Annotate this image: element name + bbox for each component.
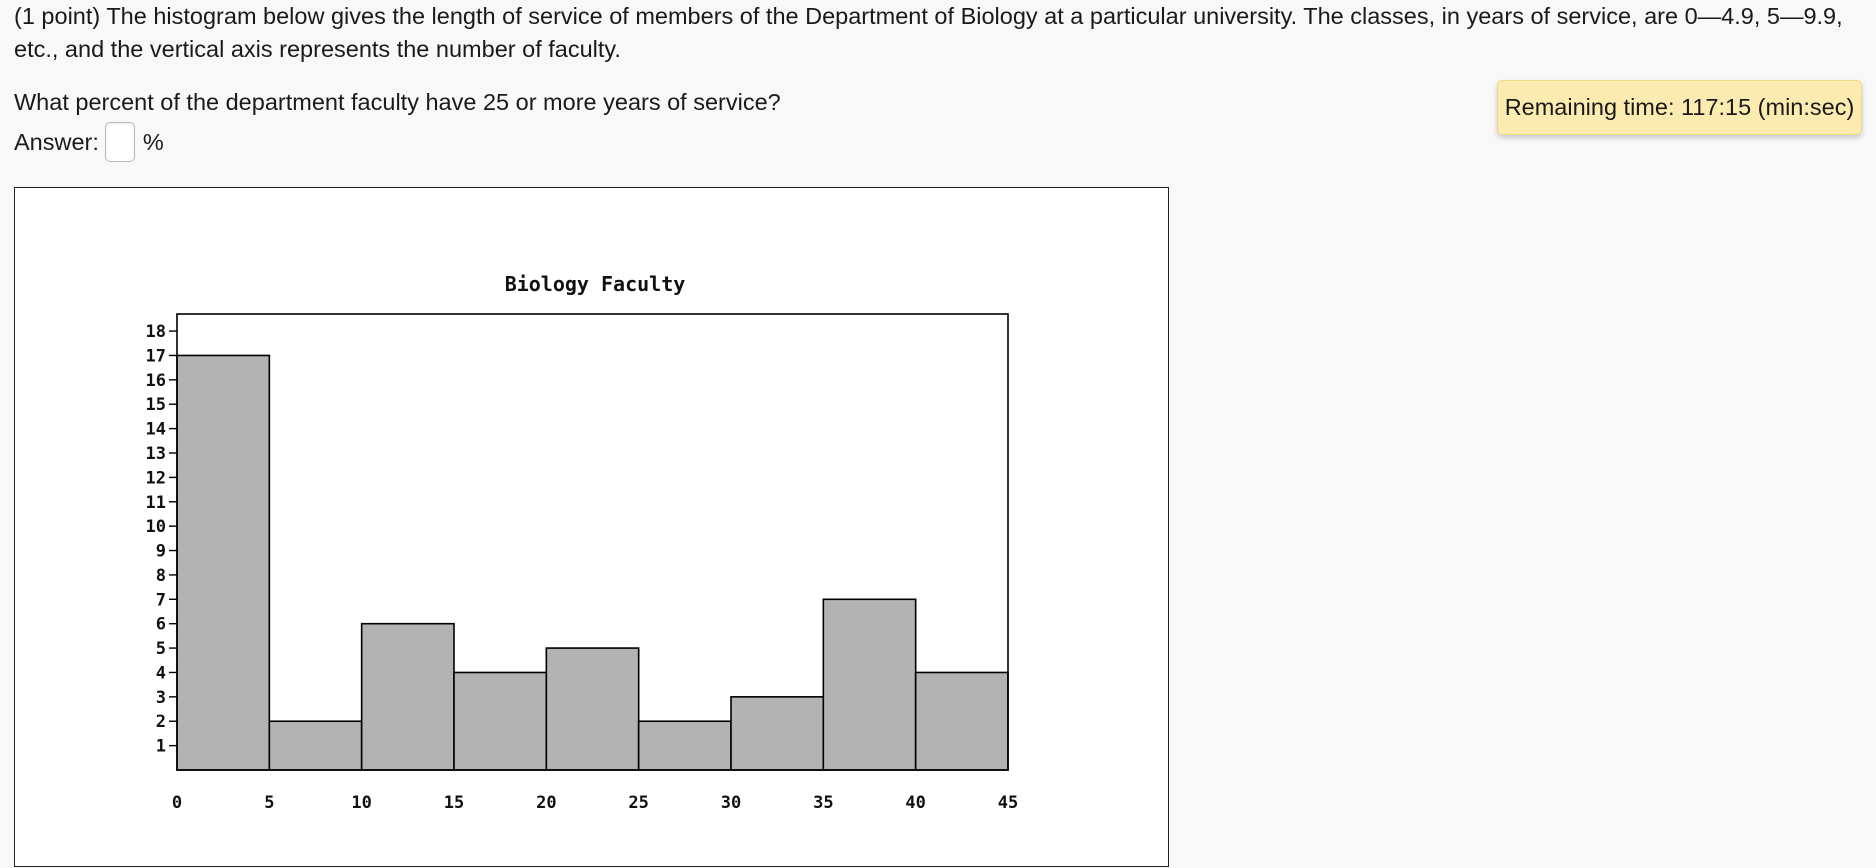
y-tick-label: 8: [156, 566, 166, 586]
x-tick-label: 30: [721, 793, 741, 813]
y-tick-label: 16: [146, 371, 166, 391]
x-tick-label: 35: [813, 793, 833, 813]
x-tick-label: 40: [905, 793, 925, 813]
answer-input[interactable]: [104, 122, 135, 162]
histogram-bar-40-45: [914, 671, 1009, 771]
answer-row: Answer: %: [14, 122, 164, 162]
histogram-bar-25-30: [637, 720, 732, 771]
remaining-time-badge: Remaining time: 117:15 (min:sec): [1497, 80, 1862, 135]
histogram-chart: Biology Faculty 123456789101112131415161…: [146, 272, 1019, 813]
y-tick-label: 10: [146, 517, 166, 537]
y-tick-label: 3: [156, 688, 166, 708]
y-tick-label: 11: [146, 493, 166, 513]
y-tick-label: 12: [146, 468, 166, 488]
histogram-bar-35-40: [822, 598, 917, 771]
x-tick-label: 0: [172, 793, 182, 813]
histogram-bar-15-20: [453, 671, 548, 771]
x-tick-label: 15: [444, 793, 464, 813]
histogram-bar-30-35: [730, 696, 825, 771]
y-tick-label: 15: [146, 395, 166, 415]
question-text: What percent of the department faculty h…: [14, 89, 781, 115]
y-tick-label: 9: [156, 542, 166, 562]
histogram-image: Biology Faculty 1 2 3 4 5 6 7 8 9 10 11 12 13 14 15 16 1…: [14, 187, 1169, 867]
histogram-bar-5-10: [268, 720, 363, 771]
x-tick-label: 25: [628, 793, 648, 813]
problem-statement: (1 point) The histogram below gives the …: [14, 3, 1843, 62]
x-tick-label: 5: [264, 793, 274, 813]
x-tick-label: 10: [351, 793, 371, 813]
x-tick-label: 20: [536, 793, 556, 813]
histogram-bar-10-15: [360, 622, 455, 771]
histogram-bar-0-5: [176, 354, 271, 771]
y-tick-label: 13: [146, 444, 166, 464]
y-tick-label: 1: [156, 737, 166, 757]
x-tick-label: 45: [998, 793, 1018, 813]
y-tick-label: 7: [156, 590, 166, 610]
plot-area-frame: [176, 313, 1009, 771]
y-tick-label: 14: [146, 420, 166, 440]
y-tick-label: 4: [156, 663, 166, 683]
histogram-bar-20-25: [545, 647, 640, 771]
y-tick-label: 18: [146, 322, 166, 342]
answer-label: Answer:: [14, 129, 99, 155]
chart-title: Biology Faculty: [505, 272, 686, 296]
y-tick-label: 17: [146, 346, 166, 366]
percent-unit: %: [142, 129, 164, 155]
y-tick-label: 5: [156, 639, 166, 659]
y-tick-label: 2: [156, 712, 166, 732]
y-tick-label: 6: [156, 615, 166, 635]
